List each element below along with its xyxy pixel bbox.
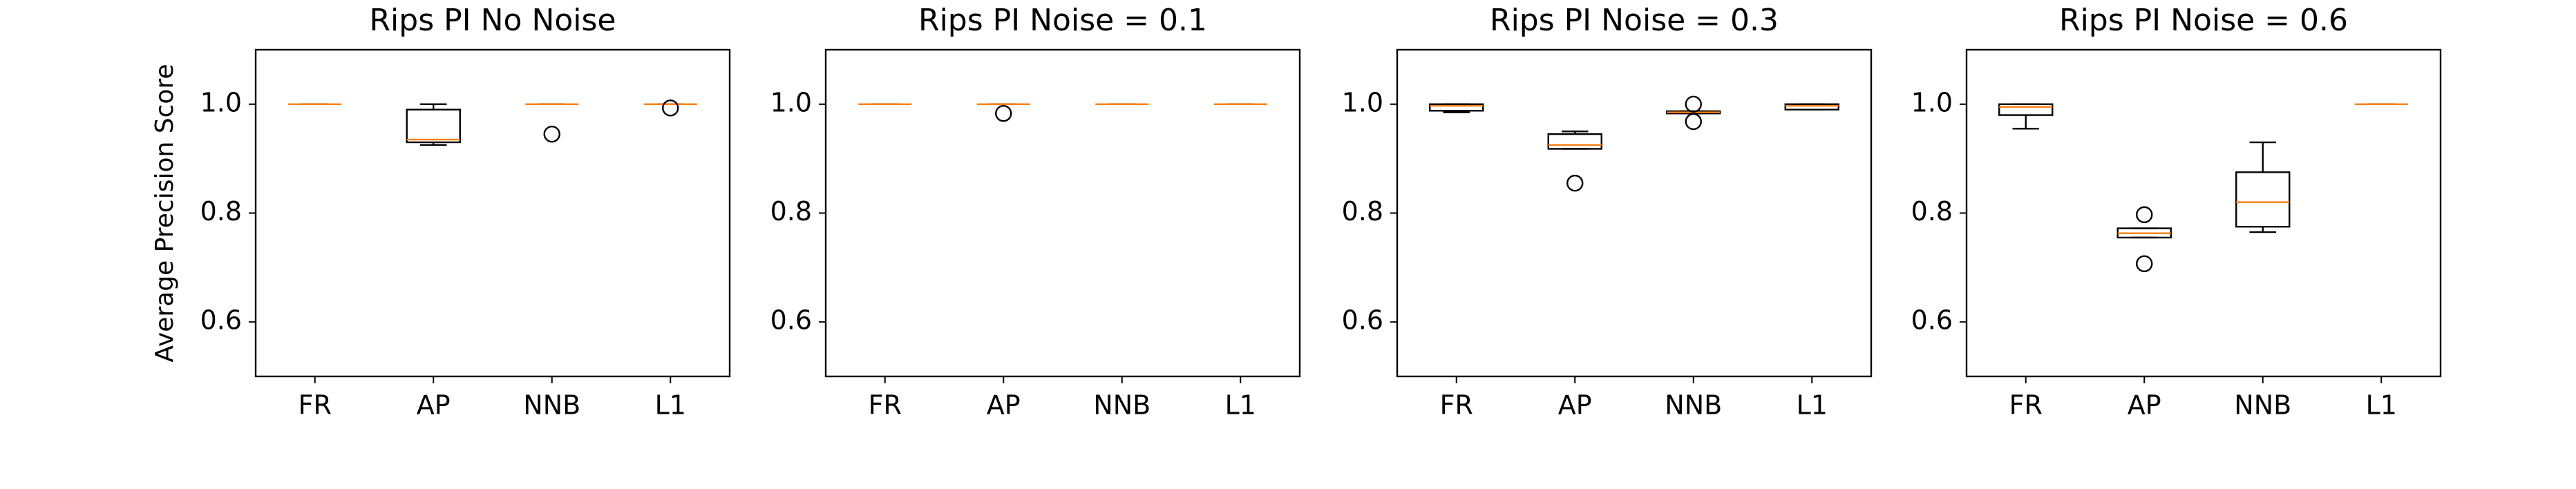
y-tick-label: 1.0 bbox=[200, 87, 242, 117]
x-tick-label: AP bbox=[987, 390, 1021, 421]
flier bbox=[995, 105, 1012, 122]
y-tick-label: 0.6 bbox=[1911, 305, 1953, 336]
y-tick-label: 0.6 bbox=[200, 305, 242, 336]
flier bbox=[1685, 113, 1702, 131]
x-tick-label: AP bbox=[2128, 390, 2161, 421]
x-tick-label: FR bbox=[1440, 390, 1473, 421]
y-tick-label: 0.6 bbox=[770, 305, 812, 336]
y-tick-label: 0.8 bbox=[1342, 196, 1383, 227]
y-tick-label: 0.8 bbox=[1911, 196, 1953, 227]
chart-title: Rips PI Noise = 0.3 bbox=[1490, 3, 1779, 38]
axes-frame bbox=[1396, 48, 1873, 378]
box bbox=[406, 108, 461, 144]
y-axis-label: Average Precision Score bbox=[151, 64, 179, 362]
flier bbox=[1685, 95, 1702, 113]
flier bbox=[662, 99, 679, 117]
x-tick-label: NNB bbox=[2234, 390, 2291, 421]
chart-title: Rips PI Noise = 0.6 bbox=[2059, 3, 2348, 38]
x-tick-label: FR bbox=[869, 390, 902, 421]
axes-frame bbox=[1965, 48, 2442, 378]
box bbox=[1429, 103, 1484, 112]
box bbox=[1547, 133, 1602, 150]
flier bbox=[1566, 174, 1584, 192]
y-tick-label: 1.0 bbox=[770, 87, 812, 117]
x-tick-label: L1 bbox=[1225, 390, 1256, 421]
y-tick-label: 1.0 bbox=[1911, 87, 1953, 117]
chart-title: Rips PI No Noise bbox=[369, 3, 616, 38]
axes-frame bbox=[254, 48, 731, 378]
box bbox=[1998, 103, 2054, 116]
x-tick-label: L1 bbox=[2366, 390, 2397, 421]
x-tick-label: L1 bbox=[655, 390, 686, 421]
y-tick-label: 0.8 bbox=[770, 196, 812, 227]
box bbox=[1784, 103, 1839, 111]
flier bbox=[2136, 255, 2153, 273]
y-tick-label: 0.8 bbox=[200, 196, 242, 227]
x-tick-label: AP bbox=[1558, 390, 1592, 421]
flier bbox=[2136, 206, 2153, 224]
chart-title: Rips PI Noise = 0.1 bbox=[918, 3, 1207, 38]
y-tick-label: 0.6 bbox=[1342, 305, 1383, 336]
flier bbox=[543, 125, 560, 143]
x-tick-label: AP bbox=[417, 390, 451, 421]
x-tick-label: NNB bbox=[1665, 390, 1722, 421]
x-tick-label: NNB bbox=[1093, 390, 1150, 421]
box bbox=[2235, 171, 2291, 228]
x-tick-label: FR bbox=[2009, 390, 2043, 421]
x-tick-label: L1 bbox=[1797, 390, 1828, 421]
y-tick-label: 1.0 bbox=[1342, 87, 1383, 117]
x-tick-label: NNB bbox=[523, 390, 580, 421]
axes-frame bbox=[824, 48, 1301, 378]
x-tick-label: FR bbox=[299, 390, 332, 421]
